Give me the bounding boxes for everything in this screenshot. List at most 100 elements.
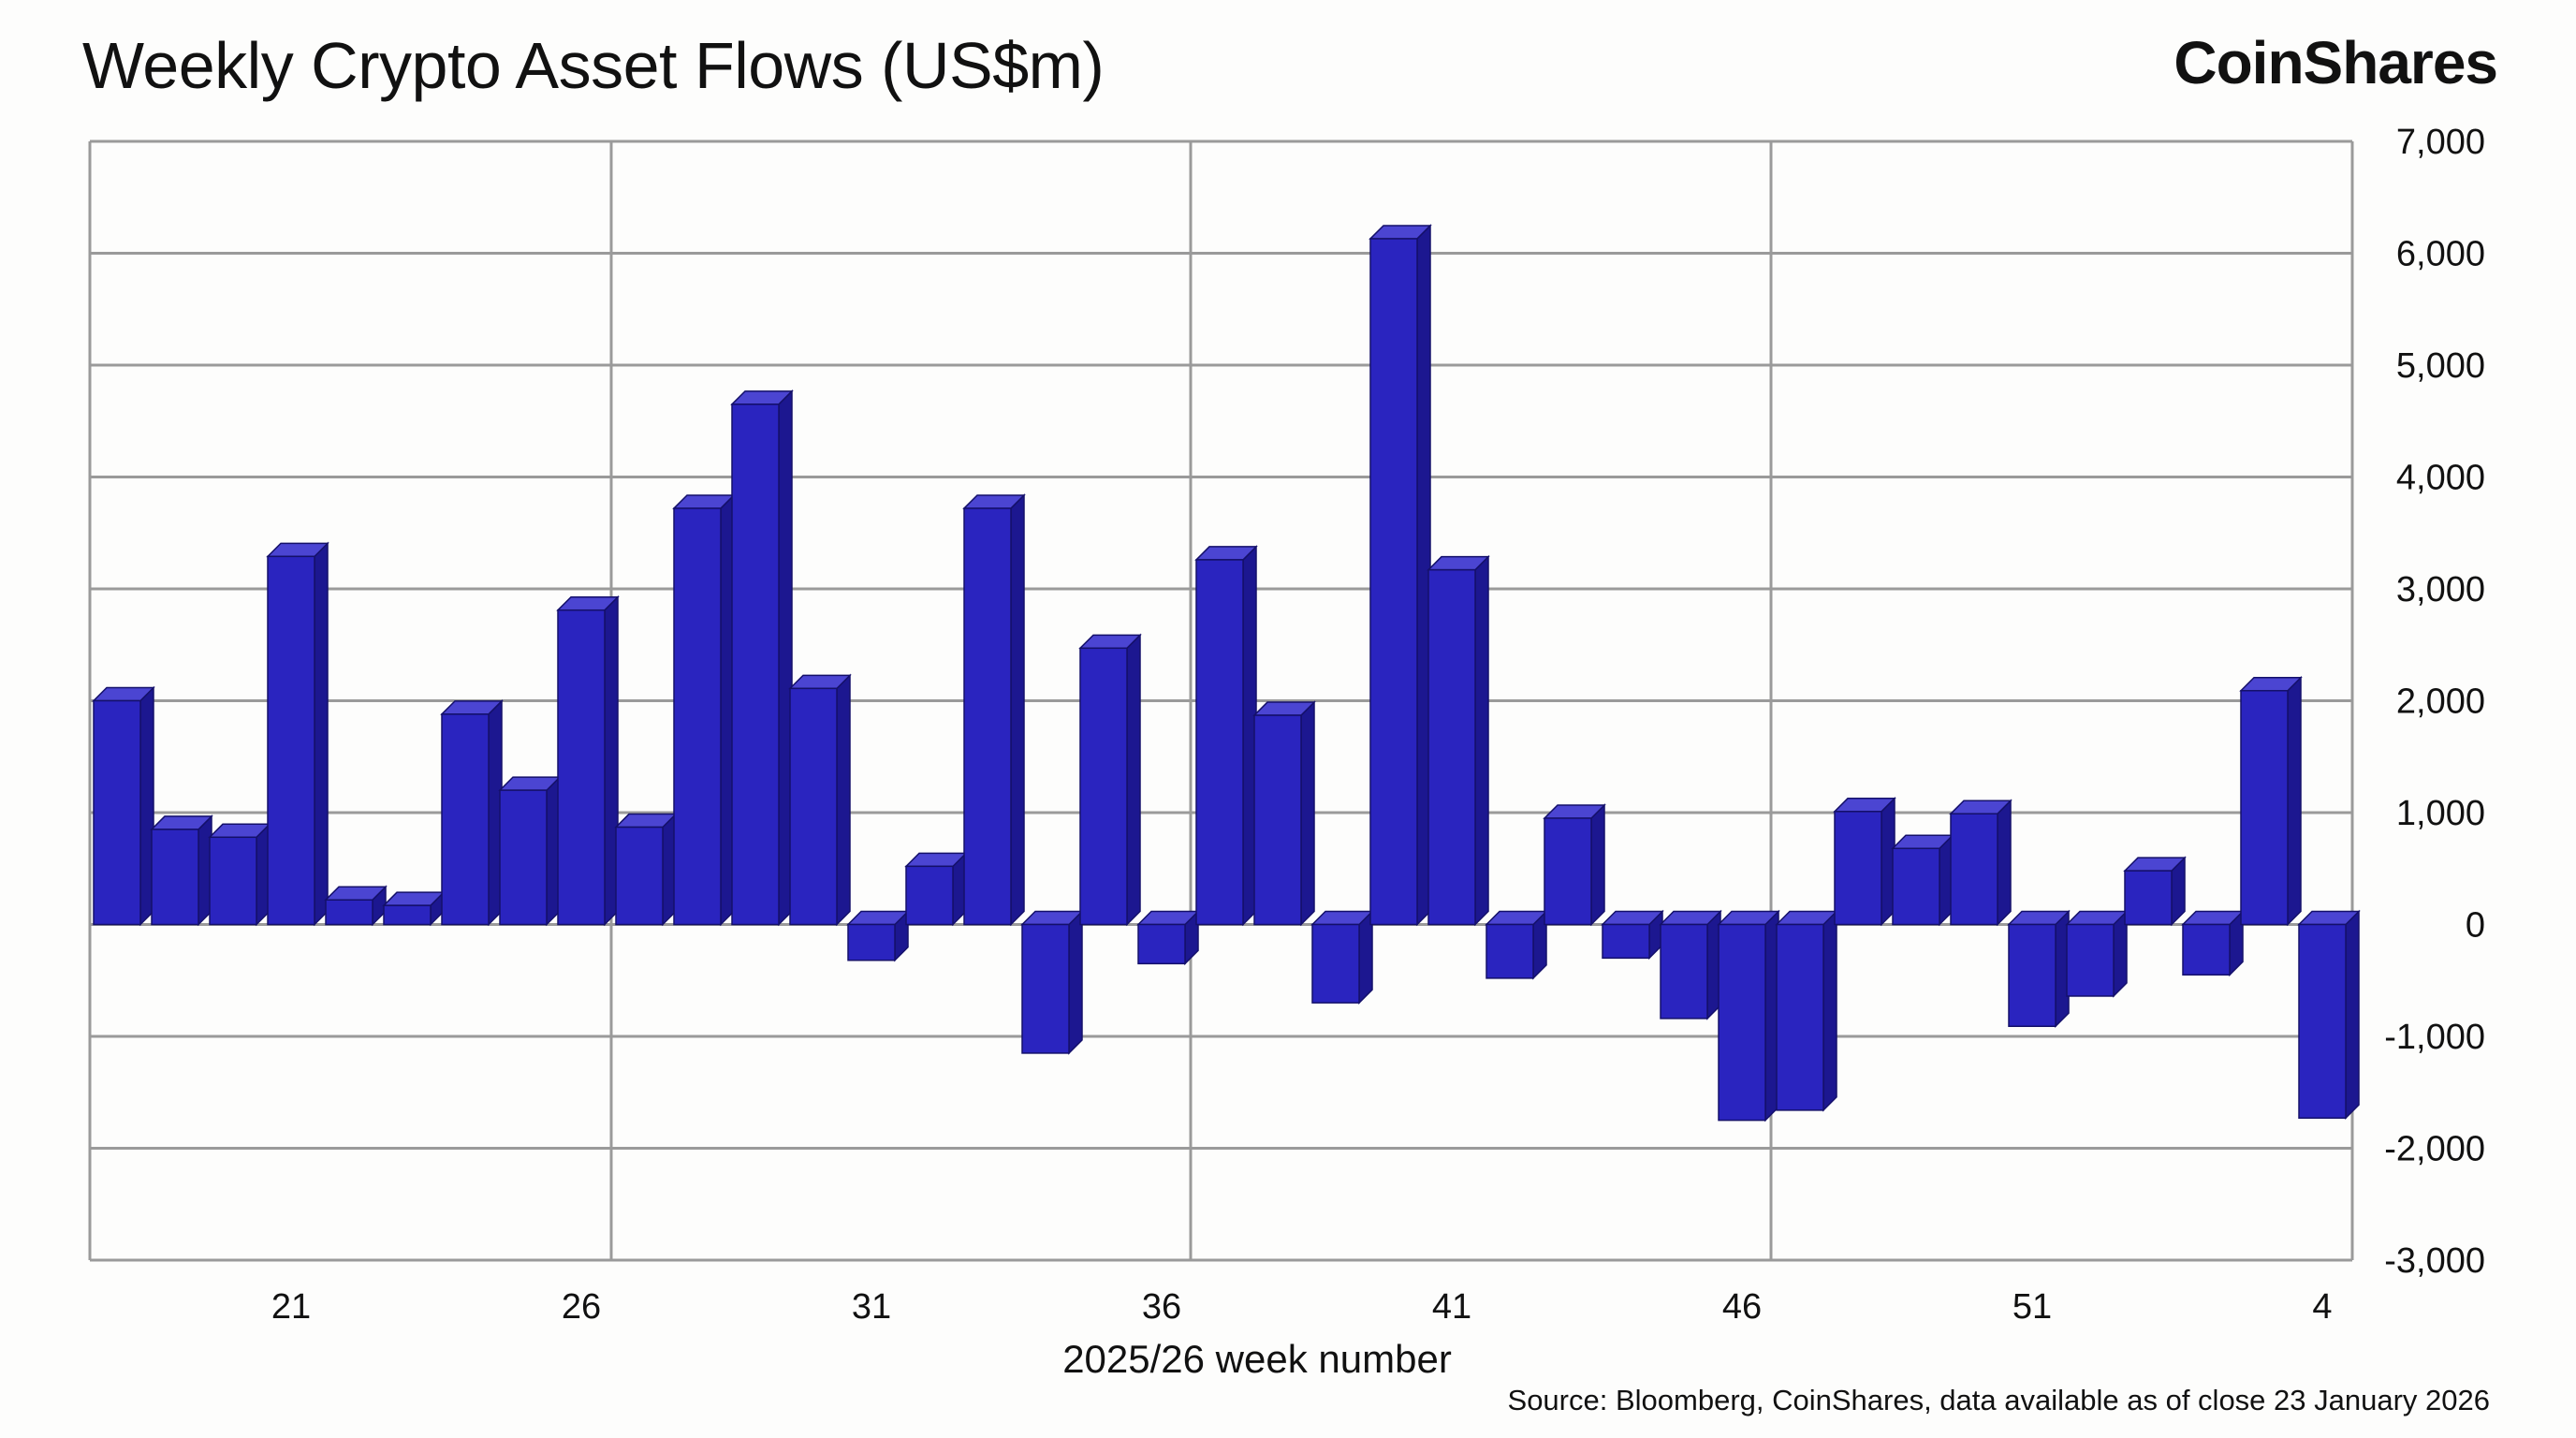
bar-week-31 — [846, 909, 910, 962]
bar-front — [731, 404, 780, 926]
bar-front — [557, 609, 606, 926]
bar-front — [2008, 923, 2056, 1027]
bar-side — [1126, 633, 1141, 927]
y-tick-label: 7,000 — [2396, 123, 2485, 162]
bar-front — [2066, 923, 2115, 997]
bar-week-46 — [1717, 909, 1780, 1123]
y-tick-label: -1,000 — [2384, 1018, 2485, 1057]
bar-side — [1474, 554, 1489, 927]
bar-front — [267, 555, 315, 926]
bar-front — [1950, 813, 1998, 926]
bar-week-4 — [2297, 909, 2361, 1121]
bar-week-3 — [2239, 675, 2303, 927]
bar-front — [1602, 923, 1650, 960]
bar-front — [1544, 817, 1592, 926]
x-tick-label: 31 — [852, 1287, 891, 1327]
bar-week-45 — [1659, 909, 1722, 1020]
y-tick-label: 4,000 — [2396, 459, 2485, 498]
bar-front — [2298, 923, 2347, 1119]
bar-side — [836, 673, 851, 927]
bar-week-34 — [1020, 909, 1084, 1055]
bar-side — [2287, 675, 2302, 927]
bar-week-20 — [208, 822, 271, 927]
bar-week-50 — [1949, 799, 2012, 927]
y-tick-label: 5,000 — [2396, 346, 2485, 386]
bar-week-38 — [1252, 700, 1316, 927]
source-note: Source: Bloomberg, CoinShares, data avai… — [1507, 1384, 2490, 1416]
y-tick-label: 3,000 — [2396, 570, 2485, 609]
bar-front — [209, 836, 257, 926]
bar-front — [1079, 647, 1128, 926]
bar-week-25 — [498, 775, 562, 927]
bar-front — [2124, 870, 2173, 926]
bar-week-42 — [1485, 909, 1548, 980]
y-tick-label: 1,000 — [2396, 794, 2485, 833]
x-tick-label: 4 — [2312, 1287, 2332, 1327]
bar-front — [1776, 923, 1824, 1111]
x-tick-label: 41 — [1432, 1287, 1471, 1327]
bar-week-43 — [1543, 803, 1606, 927]
bar-front — [2182, 923, 2231, 976]
bar-front — [1892, 847, 1940, 926]
bar-front — [963, 507, 1012, 926]
bar-front — [1021, 923, 1070, 1054]
bar-front — [615, 826, 664, 926]
bar-week-27 — [614, 812, 678, 927]
bar-week-35 — [1078, 633, 1142, 927]
x-tick-label: 26 — [562, 1287, 601, 1327]
bar-front — [1195, 559, 1244, 926]
bar-week-26 — [556, 594, 620, 927]
coinshares-logo: CoinShares — [2174, 29, 2498, 96]
bar-side — [1300, 700, 1315, 927]
bar-front — [1718, 923, 1766, 1122]
bar-side — [314, 541, 329, 927]
bar-week-47 — [1775, 909, 1838, 1112]
bar-front — [1369, 238, 1418, 926]
bar-front — [2240, 689, 2289, 926]
bar-side — [1010, 493, 1025, 927]
bar-side — [1590, 803, 1605, 927]
y-axis-ticks: 7,000 6,000 5,000 4,000 3,000 2,000 1,000 0 -1,0… — [2384, 123, 2485, 1281]
bar-week-24 — [440, 699, 504, 927]
bar-front — [905, 865, 954, 926]
bar-week-52 — [2065, 909, 2129, 998]
bar-front — [1311, 923, 1360, 1004]
bar-week-22 — [324, 885, 388, 927]
bar-front — [325, 899, 373, 926]
x-tick-label: 46 — [1722, 1287, 1762, 1327]
y-tick-label: 2,000 — [2396, 682, 2485, 722]
bar-front — [499, 789, 548, 926]
x-tick-label: 36 — [1142, 1287, 1181, 1327]
bar-week-21 — [266, 541, 329, 927]
bar-week-44 — [1601, 909, 1664, 961]
bar-week-30 — [788, 673, 852, 927]
bar-front — [1660, 923, 1708, 1020]
chart-title: Weekly Crypto Asset Flows (US$m) — [82, 29, 1105, 102]
y-tick-label: -3,000 — [2384, 1241, 2485, 1281]
bar-week-48 — [1833, 796, 1896, 927]
x-tick-label: 51 — [2012, 1287, 2052, 1327]
bar-week-40 — [1368, 224, 1432, 927]
bar-front — [673, 507, 722, 926]
bar-week-37 — [1194, 545, 1258, 927]
bar-week-36 — [1136, 909, 1200, 966]
bar-front — [1427, 568, 1476, 926]
bar-week-1 — [2123, 856, 2187, 927]
bar-front — [789, 687, 838, 926]
bar-week-29 — [730, 389, 794, 927]
bar-week-18 — [92, 685, 155, 927]
bar-week-23 — [382, 890, 446, 927]
bar-week-32 — [904, 851, 968, 927]
bar-week-41 — [1427, 554, 1490, 927]
bar-side — [1997, 799, 2012, 927]
bar-front — [383, 904, 432, 926]
bar-week-19 — [150, 814, 213, 927]
x-axis-label: 2025/26 week number — [1062, 1337, 1452, 1381]
x-tick-label: 21 — [271, 1287, 311, 1327]
bar-front — [93, 699, 141, 926]
bar-side — [1822, 909, 1837, 1112]
y-tick-label: 6,000 — [2396, 235, 2485, 274]
bar-front — [1834, 811, 1882, 926]
y-tick-label: -2,000 — [2384, 1130, 2485, 1169]
